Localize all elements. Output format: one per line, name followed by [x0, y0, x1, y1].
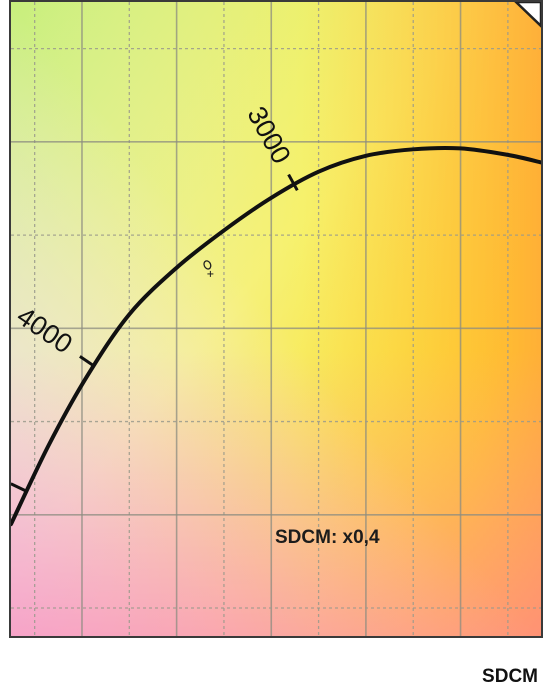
cct-tick-mark: [287, 173, 299, 192]
sdcm-footer-label: SDCM: [482, 666, 538, 687]
sdcm-annotation: SDCM: x0,4: [275, 527, 380, 548]
planckian-locus: [11, 145, 541, 527]
grid-lines: [11, 2, 541, 636]
chart-plot-area: 500040003000 SDCM: x0,4: [11, 2, 541, 636]
background-pink-wash: [11, 2, 541, 636]
spectral-locus-corner: [514, 2, 541, 28]
chromaticity-chart: 500040003000 SDCM: x0,4: [9, 0, 543, 638]
measurement-ellipse: [203, 260, 212, 270]
cct-tick-mark: [79, 355, 96, 368]
measurement-point: [203, 260, 214, 277]
cct-tick-mark: [11, 482, 28, 493]
